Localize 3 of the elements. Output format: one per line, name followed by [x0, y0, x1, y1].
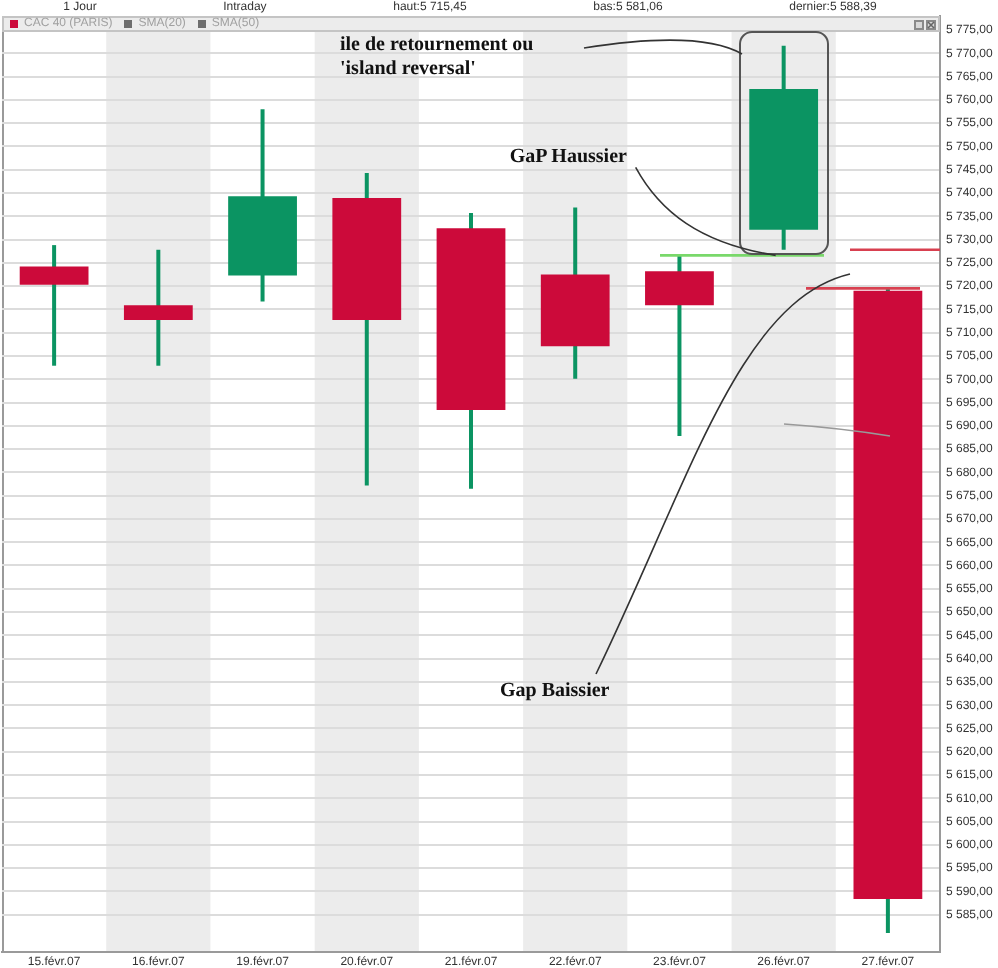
annotation: ile de retournement ou 'island reversal'	[340, 34, 536, 82]
annotation: GaP Haussier	[509, 145, 627, 170]
annotation: Gap Baissier	[500, 680, 610, 704]
